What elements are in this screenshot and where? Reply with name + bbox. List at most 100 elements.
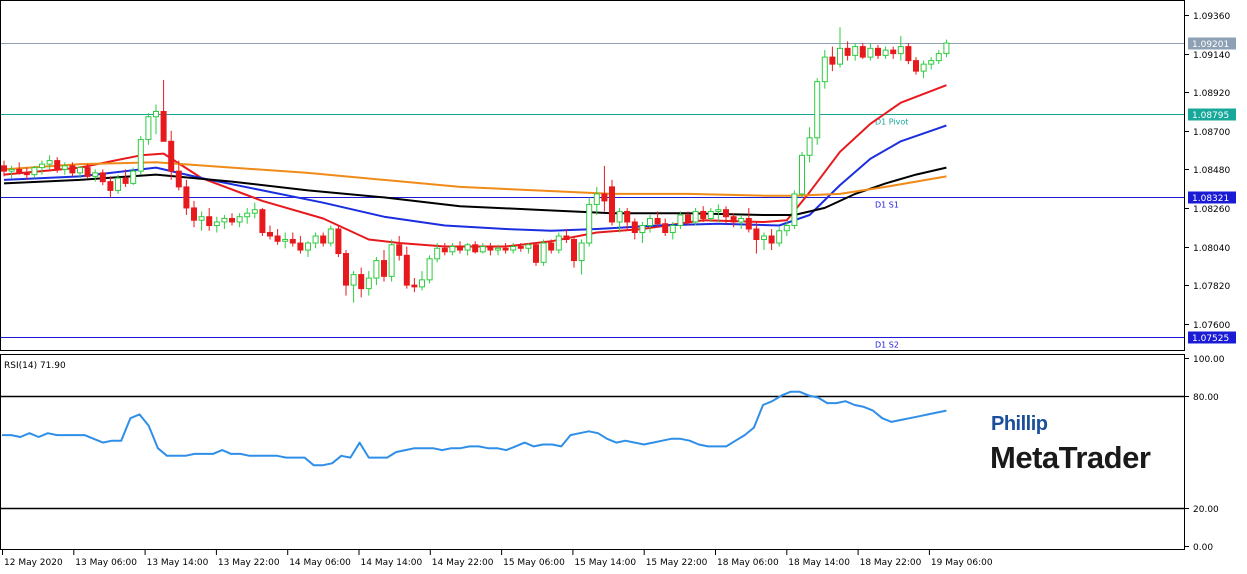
candle xyxy=(39,160,45,175)
candle xyxy=(145,113,152,145)
candle xyxy=(806,127,813,163)
ma-line-ma_orange xyxy=(3,161,947,197)
candle-body xyxy=(229,217,235,223)
candle-body xyxy=(472,244,479,253)
candle xyxy=(16,162,23,175)
level-label-pivot: D1 Pivot xyxy=(875,118,908,127)
candle-body xyxy=(745,217,752,230)
candle xyxy=(548,239,555,254)
time-label-8: 15 May 14:00 xyxy=(574,558,636,568)
candle-body xyxy=(137,139,144,172)
candle-body xyxy=(715,209,722,212)
candle-body xyxy=(677,214,684,226)
time-label-3: 13 May 22:00 xyxy=(218,558,280,568)
candle xyxy=(358,267,365,298)
brand-top: Phillip xyxy=(991,413,1048,435)
candle-body xyxy=(624,210,631,223)
candle-body xyxy=(16,168,23,174)
candle-body xyxy=(837,47,843,65)
candle-body xyxy=(449,246,456,253)
candle-body xyxy=(388,244,395,277)
candle xyxy=(928,57,935,70)
candle-body xyxy=(555,235,562,251)
candle xyxy=(61,162,68,175)
time-label-4: 14 May 06:00 xyxy=(289,558,351,568)
time-label-6: 14 May 22:00 xyxy=(432,558,494,568)
candle-body xyxy=(631,221,638,233)
candle-body xyxy=(221,217,228,223)
candle-body xyxy=(312,235,319,244)
candle-body xyxy=(593,193,600,205)
candle-body xyxy=(799,154,805,195)
candle xyxy=(267,225,273,240)
rsi-tick-label-3: 0.00 xyxy=(1193,543,1213,553)
candle xyxy=(419,271,425,291)
candle-body xyxy=(867,47,874,58)
candle xyxy=(837,27,843,68)
time-label-13: 19 May 06:00 xyxy=(931,558,993,568)
level-label-s2: D1 S2 xyxy=(875,341,899,350)
candle xyxy=(365,271,372,296)
candle xyxy=(533,243,539,266)
candle-body xyxy=(168,140,175,172)
candle xyxy=(92,169,99,182)
price-levels: D1 Pivot D1 S1 D1 S2 xyxy=(1,43,1184,350)
candle xyxy=(8,165,15,179)
candle-body xyxy=(69,165,76,174)
candle xyxy=(540,239,547,266)
candle-body xyxy=(609,186,615,223)
candle-body xyxy=(274,235,281,242)
price-tick-label-3: 1.08700 xyxy=(1193,128,1230,138)
level-tag-text-pivot: 1.08795 xyxy=(1192,111,1229,121)
candle-body xyxy=(84,167,91,177)
candle-body xyxy=(160,110,167,142)
candle-body xyxy=(654,217,661,225)
level-tag-current xyxy=(1188,37,1236,50)
candle xyxy=(426,255,433,284)
candle xyxy=(77,165,83,179)
candle-body xyxy=(282,239,289,242)
candle xyxy=(495,244,501,256)
candle xyxy=(761,232,767,251)
candle-body xyxy=(31,167,38,176)
candle-body xyxy=(905,46,912,62)
level-tag-s2 xyxy=(1188,331,1236,344)
candle xyxy=(472,241,479,254)
candle xyxy=(723,206,729,224)
candle-body xyxy=(616,210,623,223)
candles xyxy=(1,27,950,303)
candle xyxy=(153,104,159,135)
candle xyxy=(616,207,623,233)
candle xyxy=(685,211,691,226)
candle-body xyxy=(145,116,152,141)
candle-body xyxy=(358,274,365,290)
candle-body xyxy=(738,217,745,223)
candle-body xyxy=(236,216,243,223)
candle xyxy=(563,228,570,244)
candle xyxy=(396,236,403,261)
candle xyxy=(571,236,577,268)
level-tag-text-current: 1.09201 xyxy=(1192,40,1229,50)
candle-body xyxy=(707,210,714,219)
candle-body xyxy=(153,110,159,118)
time-label-0: 12 May 2020 xyxy=(4,558,63,568)
price-tick-label-5: 1.08260 xyxy=(1193,205,1230,215)
candle-body xyxy=(943,42,950,55)
candle-body xyxy=(806,137,813,156)
candle xyxy=(586,197,593,247)
candle xyxy=(631,218,638,240)
time-label-10: 18 May 06:00 xyxy=(717,558,779,568)
candle-body xyxy=(206,216,213,226)
candle xyxy=(84,164,91,179)
candle xyxy=(343,250,349,296)
candle-body xyxy=(525,244,532,249)
candle-body xyxy=(175,170,182,188)
candle xyxy=(244,207,251,224)
candle-body xyxy=(419,279,425,288)
candle xyxy=(23,167,30,180)
candle xyxy=(31,165,38,179)
candle xyxy=(730,213,737,228)
candle xyxy=(859,43,866,59)
